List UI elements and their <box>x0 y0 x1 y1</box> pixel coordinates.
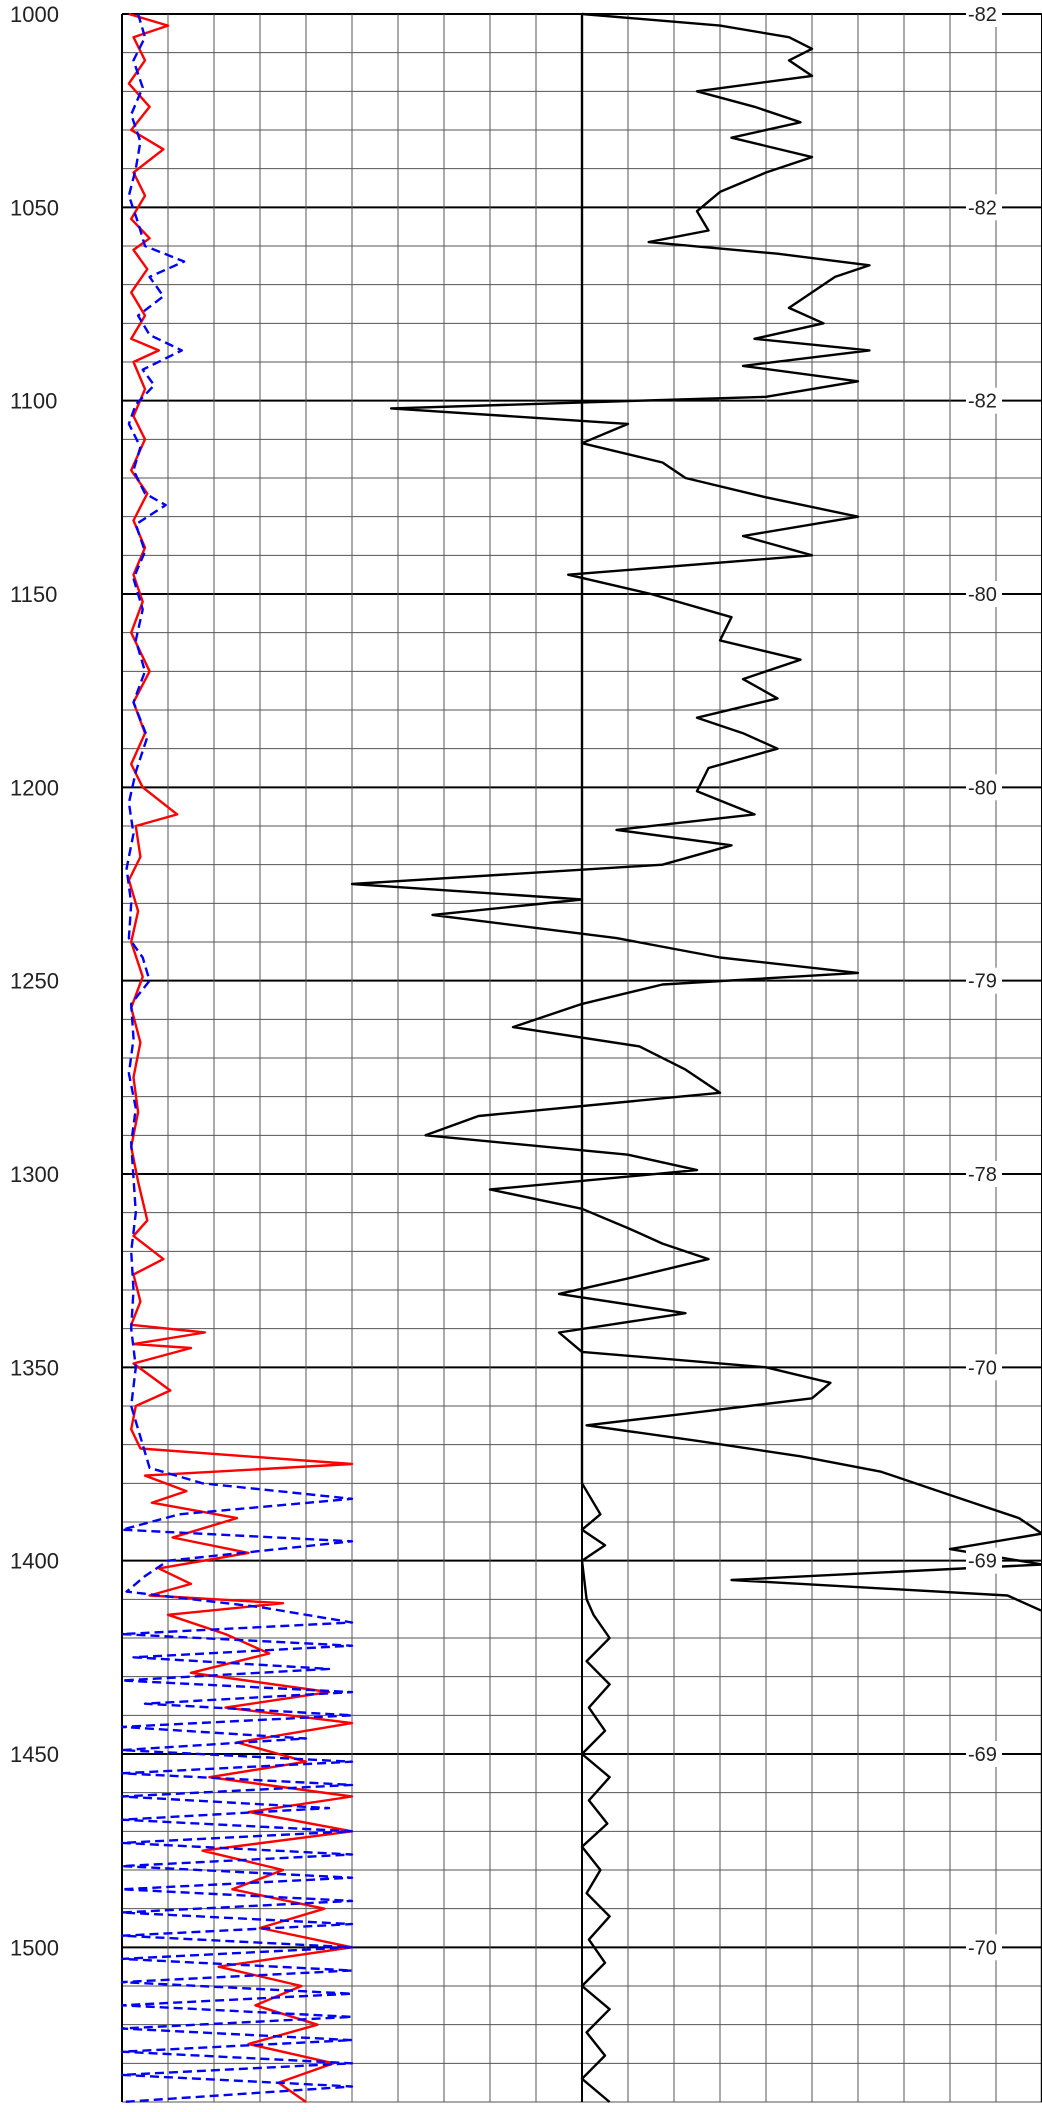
depth-tick-label: 1000 <box>10 2 59 27</box>
value-label-background <box>966 194 1002 221</box>
curve-value-label: -79 <box>968 971 997 993</box>
curve-value-label: -69 <box>968 1744 997 1766</box>
log-curve <box>580 14 611 2103</box>
log-curves <box>120 12 1042 2104</box>
depth-tick-label: 1250 <box>10 969 59 994</box>
depth-tick-label: 1350 <box>10 1355 59 1380</box>
curve-value-label: -82 <box>968 197 997 219</box>
value-label-background <box>966 1741 1002 1767</box>
curve-value-label: -78 <box>968 1164 997 1186</box>
value-label-background <box>966 774 1002 801</box>
curve-value-label: -80 <box>968 584 997 606</box>
value-label-background <box>966 387 1002 414</box>
depth-tick-label: 1200 <box>10 775 59 800</box>
value-label-background <box>966 1 1002 27</box>
depth-tick-label: 1300 <box>10 1162 59 1187</box>
depth-axis-labels: 1000 1050 1100 1150 1200 1250 1300 1350 1400 1450… <box>10 2 59 1960</box>
value-label-background <box>966 1547 1002 1574</box>
log-curve <box>120 13 354 2104</box>
curve-value-labels: -82 -82 -82 -80 -80 -79 -78 -70 -69 -69 -70 <box>966 1 1002 1961</box>
depth-tick-label: 1100 <box>10 389 57 414</box>
value-label-background <box>966 1934 1002 1961</box>
depth-tick-label: 1050 <box>10 195 59 220</box>
curve-value-label: -80 <box>968 777 997 799</box>
curve-value-label: -82 <box>968 391 997 413</box>
curve-value-label: -70 <box>968 1937 997 1959</box>
curve-value-label: -82 <box>968 4 997 26</box>
curve-value-label: -70 <box>968 1357 997 1379</box>
depth-tick-label: 1450 <box>10 1742 59 1767</box>
value-label-background <box>966 1354 1002 1381</box>
value-label-background <box>966 967 1002 994</box>
depth-tick-label: 1400 <box>10 1549 59 1574</box>
log-curve <box>350 12 1042 2102</box>
value-label-background <box>966 581 1002 607</box>
log-curve <box>127 12 354 2103</box>
value-label-background <box>966 1161 1002 1187</box>
depth-tick-label: 1500 <box>10 1935 59 1960</box>
depth-tick-label: 1150 <box>10 582 57 607</box>
curve-value-label: -69 <box>968 1551 997 1573</box>
